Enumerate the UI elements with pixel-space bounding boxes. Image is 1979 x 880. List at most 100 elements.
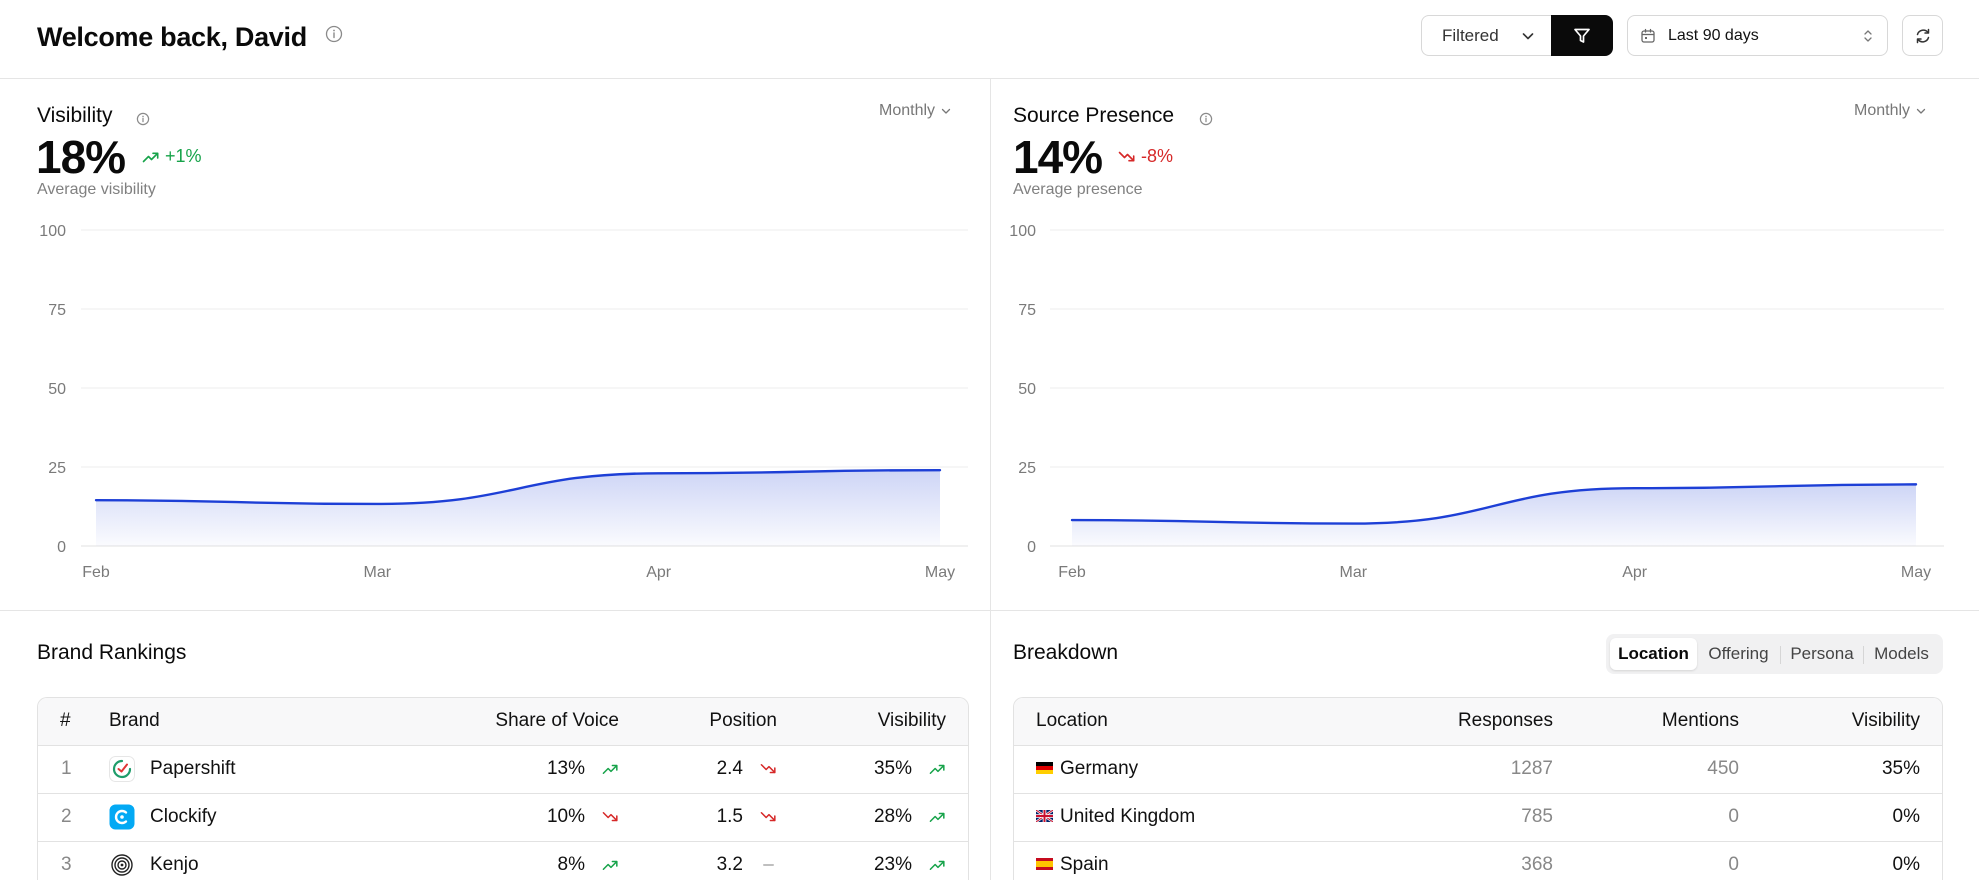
table-row[interactable]: 3 Kenjo 8% 3.2 23% (38, 842, 968, 880)
table-header: # Brand Share of Voice Position Visibili… (38, 698, 968, 746)
info-icon[interactable] (325, 25, 343, 43)
visibility-sub-label: Average visibility (37, 181, 156, 198)
visibility-y-tick-label: 100 (39, 223, 66, 240)
location-name: Germany (1060, 758, 1139, 779)
tab-models[interactable]: Models (1874, 644, 1929, 663)
chevron-down-icon (1522, 33, 1534, 40)
trend-down-icon (760, 763, 776, 774)
responses-cell: 785 (1521, 806, 1553, 827)
source-presence-period-label: Monthly (1854, 102, 1911, 119)
share-of-voice-cell: 13% (546, 758, 585, 779)
tab-persona[interactable]: Persona (1790, 644, 1854, 663)
source-presence-x-tick-label: Mar (1340, 564, 1368, 581)
brand-rankings-title: Brand Rankings (37, 641, 187, 664)
source-presence-data-point[interactable] (1069, 517, 1075, 523)
trend-up-icon (602, 764, 618, 775)
source-presence-data-point[interactable] (1632, 485, 1638, 491)
table-row[interactable]: Spain 368 0 0% (1014, 842, 1942, 880)
column-header: Responses (1457, 710, 1553, 731)
funnel-icon (1574, 28, 1590, 43)
table-row[interactable]: 1 Papershift 13% 2.4 35% (38, 746, 968, 794)
visibility-cell: 0% (1892, 854, 1920, 875)
brand-name: Clockify (150, 806, 217, 827)
table-row[interactable]: United Kingdom 785 0 0% (1014, 794, 1942, 842)
source-presence-data-point[interactable] (1913, 481, 1919, 487)
visibility-data-point[interactable] (656, 470, 662, 476)
location-name: United Kingdom (1060, 806, 1196, 827)
source-presence-panel: Source Presence Monthly 14% -8% Average … (991, 80, 1979, 610)
trend-down-icon (602, 811, 618, 822)
breakdown-table: Location Responses Mentions Visibility G… (1013, 697, 1943, 880)
visibility-cell: 35% (873, 758, 912, 779)
source-presence-value: 14% (1013, 131, 1103, 183)
visibility-period-select[interactable]: Monthly (879, 102, 952, 120)
column-header: Visibility (1851, 710, 1920, 731)
papershift-logo-icon (109, 756, 135, 782)
filter-button[interactable] (1551, 15, 1613, 56)
source-presence-delta-value: -8% (1141, 146, 1174, 166)
kenjo-logo-icon (109, 852, 135, 878)
visibility-y-tick-label: 25 (48, 460, 66, 477)
chevron-updown-icon (1864, 30, 1872, 42)
visibility-data-point[interactable] (937, 467, 943, 473)
filter-dropdown-label: Filtered (1442, 25, 1499, 45)
mentions-cell: 450 (1707, 758, 1739, 779)
column-header: Position (709, 710, 777, 731)
position-cell: 1.5 (716, 806, 743, 827)
brand-rankings-table: # Brand Share of Voice Position Visibili… (37, 697, 969, 880)
info-icon[interactable] (1199, 112, 1213, 126)
share-of-voice-cell: 8% (557, 854, 585, 875)
visibility-series-line[interactable] (94, 468, 942, 506)
germany-flag-icon (1036, 762, 1053, 774)
trend-up-icon (929, 860, 945, 871)
tab-offering[interactable]: Offering (1708, 644, 1769, 663)
visibility-area-fill (96, 470, 940, 546)
visibility-cell: 35% (1881, 758, 1920, 779)
source-presence-y-tick-label: 50 (1018, 381, 1036, 398)
visibility-delta-value: +1% (165, 146, 202, 166)
position-cell: 2.4 (716, 758, 743, 779)
info-icon[interactable] (136, 112, 150, 126)
visibility-x-tick-label: Apr (646, 564, 672, 581)
visibility-data-point[interactable] (93, 497, 99, 503)
rank-cell: 1 (61, 758, 72, 779)
tab-separator (1780, 646, 1781, 664)
brand-name: Kenjo (150, 854, 199, 875)
table-header: Location Responses Mentions Visibility (1014, 698, 1942, 746)
trend-up-icon (602, 860, 618, 871)
source-presence-series-line[interactable] (1070, 483, 1918, 525)
source-presence-y-tick-label: 0 (1027, 539, 1036, 556)
refresh-button[interactable] (1902, 15, 1943, 56)
visibility-x-tick-label: Feb (82, 564, 110, 581)
mentions-cell: 0 (1728, 854, 1739, 875)
trend-down-icon (1118, 151, 1135, 161)
position-cell: 3.2 (716, 854, 743, 875)
source-presence-y-tick-label: 75 (1018, 302, 1036, 319)
visibility-data-point[interactable] (374, 501, 380, 507)
visibility-cell: 23% (873, 854, 912, 875)
tab-separator (1863, 646, 1864, 664)
share-of-voice-cell: 10% (546, 806, 585, 827)
visibility-y-tick-label: 0 (57, 539, 66, 556)
visibility-y-tick-label: 75 (48, 302, 66, 319)
rank-cell: 3 (61, 854, 72, 875)
chevron-down-icon (941, 108, 951, 114)
trend-up-icon (142, 152, 159, 162)
source-presence-period-select[interactable]: Monthly (1854, 102, 1927, 120)
tab-location[interactable]: Location (1610, 638, 1697, 670)
source-presence-x-tick-label: Feb (1058, 564, 1086, 581)
table-row[interactable]: 2 Clockify 10% 1.5 28% (38, 794, 968, 842)
table-row[interactable]: Germany 1287 450 35% (1014, 746, 1942, 794)
visibility-chart: 100 75 50 25 0 Feb Mar Apr May (39, 223, 968, 581)
column-header: Brand (109, 710, 160, 731)
source-presence-sub-label: Average presence (1013, 181, 1143, 198)
source-presence-x-tick-label: Apr (1622, 564, 1648, 581)
visibility-delta: +1% (142, 146, 202, 167)
filter-dropdown[interactable]: Filtered (1421, 15, 1552, 56)
date-range-select[interactable]: Last 90 days (1627, 15, 1888, 56)
rank-cell: 2 (61, 806, 72, 827)
column-header: Visibility (877, 710, 946, 731)
trend-flat-icon (763, 864, 774, 866)
mentions-cell: 0 (1728, 806, 1739, 827)
source-presence-data-point[interactable] (1350, 521, 1356, 527)
